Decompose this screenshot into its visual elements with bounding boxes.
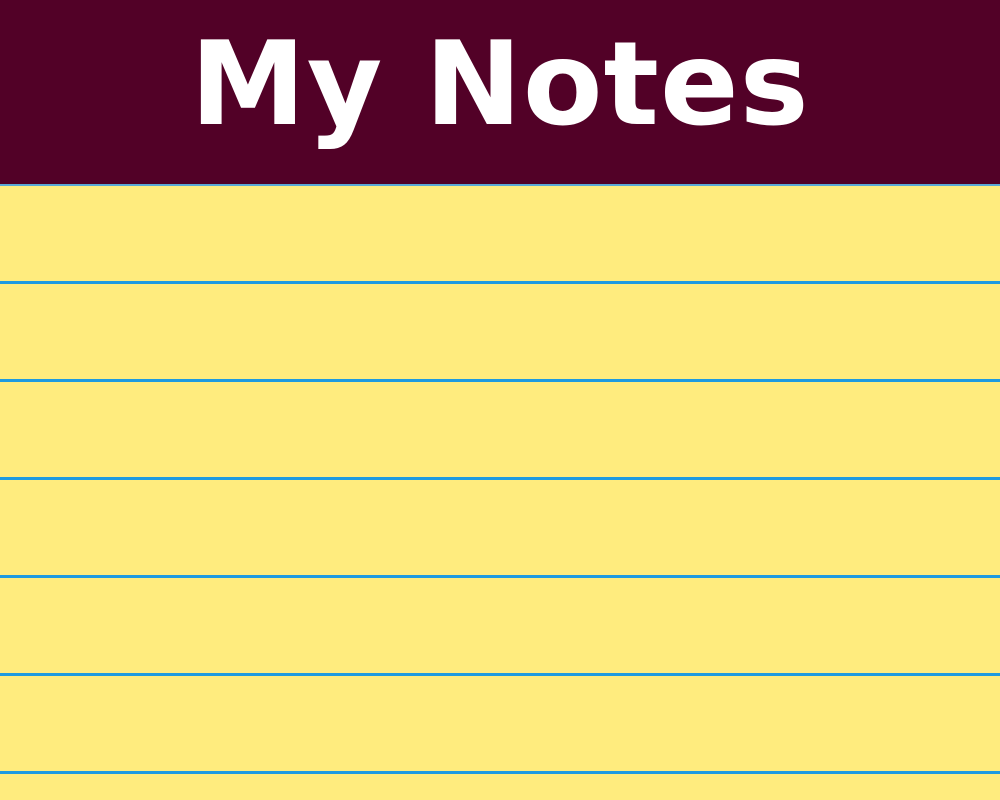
page-title: My Notes	[190, 17, 810, 152]
ruled-line	[0, 575, 1000, 578]
ruled-line	[0, 673, 1000, 676]
ruled-line	[0, 771, 1000, 774]
ruled-line	[0, 379, 1000, 382]
ruled-line	[0, 477, 1000, 480]
ruled-line	[0, 281, 1000, 284]
lined-notepad[interactable]	[0, 184, 1000, 800]
notes-header: My Notes	[0, 0, 1000, 184]
